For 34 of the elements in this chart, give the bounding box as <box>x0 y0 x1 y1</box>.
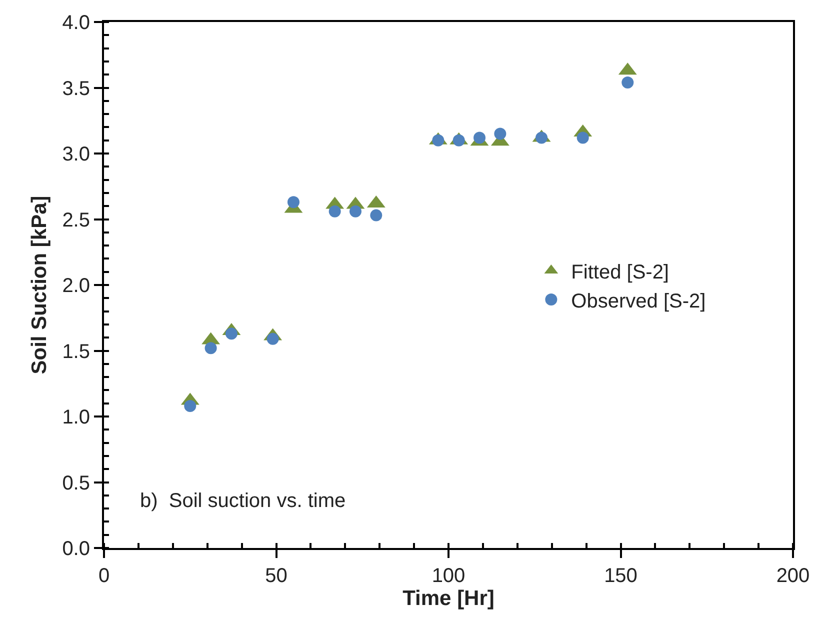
x-tick-label: 100 <box>432 565 466 587</box>
point <box>622 76 634 88</box>
y-tick-label: 4.0 <box>62 12 90 34</box>
y-tick-label: 0.0 <box>62 538 90 560</box>
point <box>204 342 217 354</box>
legend-label: Fitted [S-2] <box>571 261 669 284</box>
y-tick-label: 2.5 <box>62 209 90 232</box>
point <box>349 205 362 218</box>
point <box>576 132 589 144</box>
y-axis-title: Soil Suction [kPa] <box>28 196 51 374</box>
x-tick-label: 50 <box>265 565 288 587</box>
legend-label: Observed [S-2] <box>571 290 706 312</box>
y-tick-label: 3.0 <box>62 144 90 166</box>
point <box>494 128 506 140</box>
y-tick-label: 1.0 <box>62 406 90 428</box>
y-tick-label: 3.5 <box>62 78 90 100</box>
y-tick-label: 1.5 <box>62 340 90 363</box>
point <box>370 209 382 222</box>
y-tick-label: 0.5 <box>62 472 90 494</box>
point <box>452 134 465 146</box>
point <box>184 400 196 412</box>
point <box>536 132 548 144</box>
point <box>287 196 300 208</box>
point <box>225 328 238 340</box>
point <box>328 205 341 218</box>
x-tick-label: 200 <box>776 565 810 587</box>
point <box>474 132 486 144</box>
point <box>266 332 279 345</box>
annotation: b) Soil suction vs. time <box>140 490 346 512</box>
y-tick-label: 2.0 <box>62 275 90 297</box>
x-tick-label: 0 <box>98 565 110 587</box>
x-axis-title: Time [Hr] <box>402 587 494 610</box>
x-tick-label: 150 <box>604 565 638 587</box>
point <box>432 134 444 146</box>
